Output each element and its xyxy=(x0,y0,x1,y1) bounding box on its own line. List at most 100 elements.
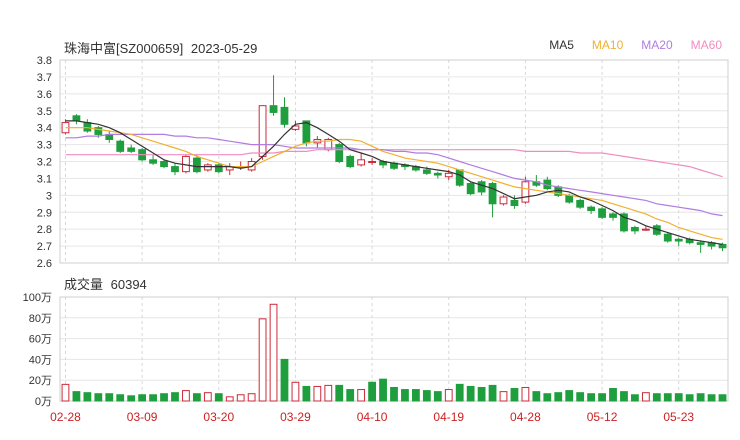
volume-bar-down xyxy=(652,393,661,402)
volume-bar-down xyxy=(171,392,179,402)
candle-down xyxy=(160,161,168,168)
volume-bar-down xyxy=(116,394,125,402)
volume-bar-down xyxy=(510,388,519,402)
volume-title: 成交量 60394 xyxy=(64,274,147,293)
volume-bar-down xyxy=(488,384,497,402)
volume-bar-up xyxy=(641,392,650,402)
volume-bar-down xyxy=(609,388,617,402)
x-tick-label: 03-09 xyxy=(127,410,158,424)
candle-down xyxy=(477,181,486,193)
volume-bar-up xyxy=(225,396,234,402)
candle-down xyxy=(576,199,585,208)
volume-bar-down xyxy=(280,358,289,402)
ma-legend: MA5 MA10 MA20 MA60 xyxy=(549,38,722,52)
volume-bar-up xyxy=(236,394,245,402)
volume-bar-down xyxy=(138,394,147,402)
volume-bar-up xyxy=(258,318,267,402)
volume-bar-down xyxy=(192,393,201,402)
candle-down xyxy=(269,105,278,113)
price-y-tick-label: 2.9 xyxy=(37,207,52,219)
candle-down xyxy=(280,106,289,125)
volume-bar-down xyxy=(368,381,376,402)
candle-down xyxy=(83,122,92,132)
candle-down xyxy=(718,243,727,249)
x-tick-label: 04-19 xyxy=(433,410,464,424)
candle-up xyxy=(368,161,376,163)
price-y-tick-label: 3.2 xyxy=(37,157,52,169)
volume-bar-down xyxy=(422,390,431,402)
volume-bar-down xyxy=(576,392,585,402)
volume-bar-down xyxy=(72,391,81,402)
volume-bar-down xyxy=(390,386,398,402)
x-tick-label: 02-28 xyxy=(50,410,81,424)
volume-bar-up xyxy=(521,386,530,402)
volume-y-tick-label: 100万 xyxy=(23,292,52,304)
price-y-tick-label: 3.6 xyxy=(37,89,52,101)
volume-y-tick-label: 40万 xyxy=(29,354,52,366)
candle-up xyxy=(247,161,256,171)
volume-bar-down xyxy=(685,394,694,402)
volume-bar-down xyxy=(565,390,574,402)
legend-ma5[interactable]: MA5 xyxy=(549,38,574,52)
candle-down xyxy=(171,166,179,173)
candle-up xyxy=(357,159,366,166)
volume-bar-down xyxy=(696,393,705,402)
volume-bar-down xyxy=(477,386,486,402)
volume-bar-up xyxy=(324,384,333,402)
candle-down xyxy=(422,169,431,174)
price-y-tick-label: 3.7 xyxy=(37,72,52,84)
legend-ma60[interactable]: MA60 xyxy=(690,38,722,52)
price-y-tick-label: 3.8 xyxy=(37,55,52,67)
candle-down xyxy=(192,157,201,173)
candle-down xyxy=(696,242,705,245)
volume-bar-down xyxy=(587,393,596,402)
candle-down xyxy=(116,140,125,152)
candle-down xyxy=(335,144,344,162)
x-tick-label: 04-28 xyxy=(510,410,541,424)
ma60-line xyxy=(65,149,723,178)
volume-bar-down xyxy=(455,383,464,402)
volume-bar-down xyxy=(149,394,157,402)
volume-bar-down xyxy=(160,393,168,402)
volume-bar-down xyxy=(620,391,628,402)
volume-bar-down xyxy=(433,391,442,402)
chart-title: 珠海中富[SZ000659] 2023-05-29 xyxy=(64,38,257,57)
volume-bar-down xyxy=(83,392,92,402)
candle-down xyxy=(609,213,617,218)
price-plot-frame xyxy=(59,59,729,264)
volume-y-tick-label: 60万 xyxy=(29,334,52,346)
candle-down xyxy=(565,194,574,203)
candle-down xyxy=(214,164,223,173)
candle-down xyxy=(674,238,683,242)
price-y-tick-label: 3.5 xyxy=(37,106,52,118)
legend-ma20[interactable]: MA20 xyxy=(641,38,673,52)
candle-down xyxy=(488,182,497,205)
price-y-tick-label: 3 xyxy=(46,190,52,202)
volume-value: 60394 xyxy=(110,277,147,292)
candle-down xyxy=(94,127,103,135)
volume-bar-up xyxy=(313,385,322,402)
volume-label: 成交量 xyxy=(64,277,104,292)
legend-ma10[interactable]: MA10 xyxy=(591,38,624,52)
ma5-line xyxy=(65,120,723,245)
volume-y-tick-label: 80万 xyxy=(29,313,52,325)
price-y-tick-label: 2.7 xyxy=(37,241,52,253)
candle-down xyxy=(620,213,628,232)
volume-bar-down xyxy=(554,392,563,402)
volume-bar-down xyxy=(466,385,475,402)
x-tick-label: 04-10 xyxy=(357,410,388,424)
candle-down xyxy=(455,169,464,186)
volume-bar-down xyxy=(631,394,639,402)
volume-bar-up xyxy=(182,390,190,402)
volume-bar-down xyxy=(412,389,420,402)
candle-down xyxy=(587,206,596,212)
volume-bar-up xyxy=(444,389,453,402)
volume-bar-down xyxy=(663,393,672,402)
candle-up xyxy=(521,181,530,203)
volume-bar-up xyxy=(291,381,300,402)
candle-up xyxy=(258,105,267,157)
candle-down xyxy=(663,233,672,242)
volume-bar-down xyxy=(543,393,552,402)
stock-code: [SZ000659] xyxy=(116,41,184,56)
